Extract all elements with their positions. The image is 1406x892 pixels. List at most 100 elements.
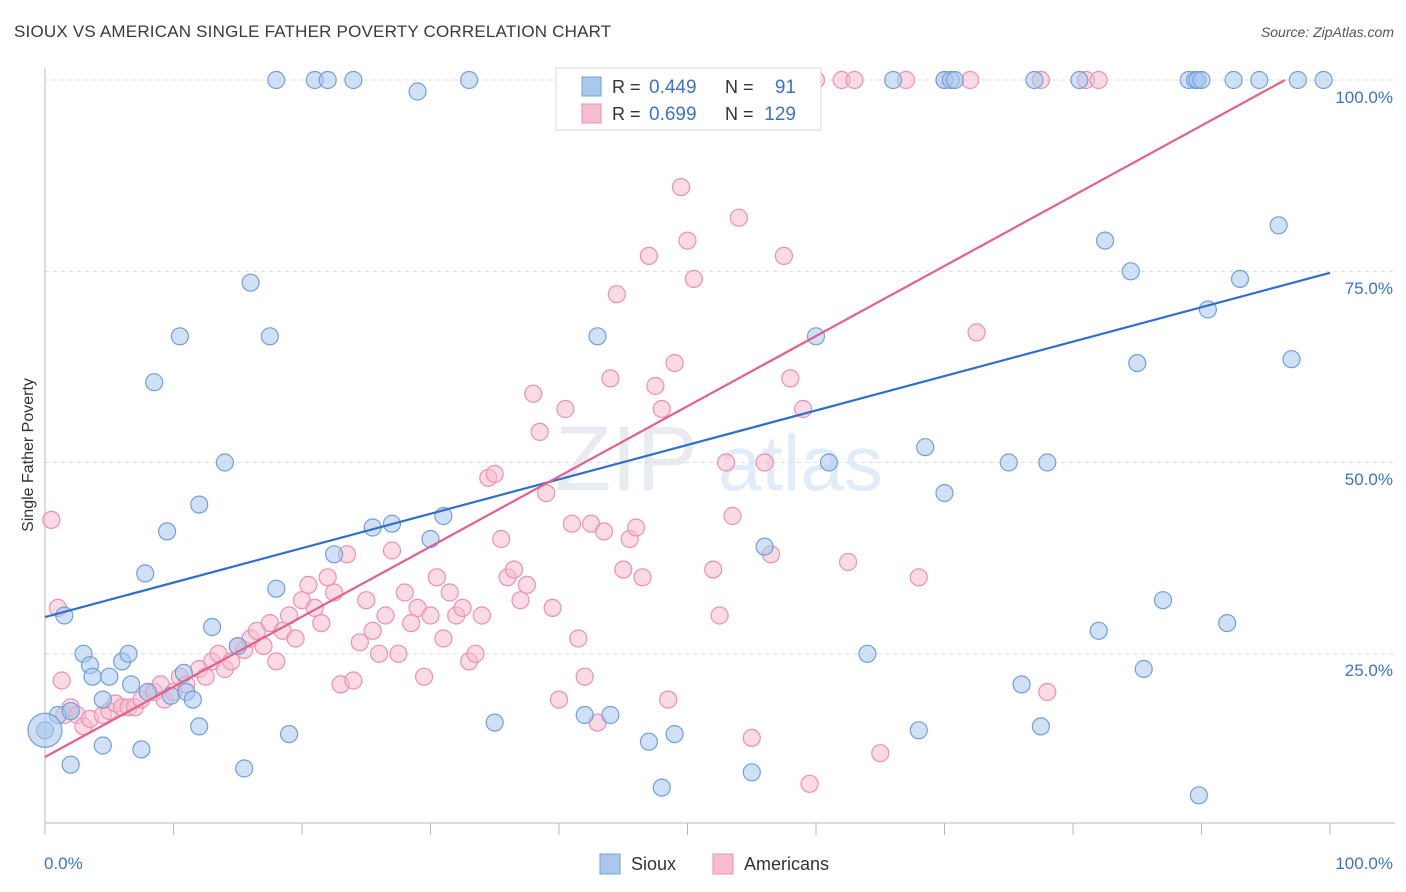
- americans-point: [607, 285, 626, 304]
- sioux-point: [1230, 269, 1250, 288]
- americans-point: [614, 560, 633, 579]
- americans-point: [312, 613, 331, 633]
- sioux-point: [1121, 262, 1140, 281]
- sioux-point: [1218, 613, 1237, 633]
- americans-point: [909, 568, 928, 587]
- sioux-point: [1025, 70, 1044, 90]
- americans-point: [42, 510, 61, 530]
- americans-point: [524, 384, 543, 403]
- sioux-point: [652, 778, 671, 797]
- americans-point: [427, 568, 446, 587]
- sioux-point: [267, 70, 286, 90]
- americans-points: [42, 70, 1108, 793]
- americans-point: [678, 231, 697, 250]
- sioux-point: [325, 545, 344, 564]
- sioux-point: [260, 327, 279, 346]
- americans-point: [511, 591, 530, 610]
- americans-point: [569, 629, 588, 648]
- americans-point: [440, 583, 459, 602]
- americans-point: [716, 453, 736, 472]
- americans-point: [659, 690, 678, 709]
- sioux-point: [1153, 591, 1173, 610]
- americans-point: [1089, 70, 1108, 90]
- americans-point: [376, 606, 395, 625]
- americans-point: [871, 744, 890, 763]
- americans-point: [530, 422, 549, 441]
- sioux-point: [1128, 354, 1147, 373]
- legend-americans-n-value: 129: [764, 104, 796, 125]
- sioux-point: [1095, 231, 1115, 250]
- americans-point: [601, 369, 620, 388]
- americans-point: [549, 690, 569, 709]
- legend-sioux-r-label: R =: [612, 77, 641, 97]
- sioux-point: [421, 529, 440, 549]
- sioux-points: [27, 70, 1333, 805]
- americans-point: [415, 667, 434, 686]
- sioux-point: [1070, 70, 1089, 90]
- americans-point: [52, 671, 71, 690]
- sioux-point: [460, 70, 479, 90]
- sioux-point: [639, 732, 659, 751]
- sioux-point: [183, 690, 202, 709]
- x-tick-label-100: 100.0%: [1335, 854, 1393, 873]
- sioux-point: [83, 667, 102, 686]
- sioux-point: [280, 724, 299, 744]
- americans-point: [504, 560, 524, 579]
- legend-bottom-sioux-label: Sioux: [631, 854, 676, 874]
- sioux-point: [1192, 70, 1211, 90]
- sioux-point: [1038, 453, 1057, 472]
- sioux-point: [203, 617, 222, 637]
- sioux-point: [742, 763, 761, 782]
- x-axis-ticks: [44, 823, 1331, 835]
- sioux-point: [170, 327, 189, 346]
- legend-sioux-n-value: 91: [775, 77, 796, 98]
- americans-point: [961, 70, 980, 90]
- americans-point: [382, 541, 402, 560]
- americans-point: [967, 323, 986, 342]
- sioux-point: [1189, 786, 1209, 805]
- sioux-point: [588, 327, 607, 346]
- y-tick-label-25: 25.0%: [1345, 661, 1393, 680]
- sioux-point: [267, 579, 286, 598]
- sioux-point: [1031, 717, 1051, 736]
- americans-point: [671, 178, 691, 197]
- x-tick-label-0: 0.0%: [44, 854, 83, 873]
- americans-point: [267, 652, 286, 671]
- sioux-point: [665, 724, 684, 744]
- sioux-point: [100, 667, 119, 686]
- sioux-point: [235, 759, 254, 778]
- americans-point: [543, 598, 562, 618]
- sioux-point: [1314, 70, 1333, 90]
- americans-point: [710, 606, 729, 625]
- sioux-point: [241, 273, 260, 292]
- americans-point: [286, 629, 305, 648]
- legend-bottom-americans-label: Americans: [744, 854, 829, 874]
- americans-point: [838, 552, 858, 572]
- sioux-point: [883, 70, 903, 90]
- americans-point: [652, 399, 671, 419]
- legend-bottom-sioux-swatch: [599, 853, 621, 875]
- legend-top: R = 0.449 N = 91 R = 0.699 N = 129: [555, 67, 822, 131]
- legend-bottom-americans-swatch: [712, 853, 734, 875]
- americans-point: [485, 464, 504, 484]
- legend-americans-r-value: 0.699: [649, 104, 697, 125]
- legend-americans-r-label: R =: [612, 104, 641, 124]
- sioux-point: [408, 82, 427, 101]
- americans-point: [729, 208, 749, 227]
- sioux-point: [136, 564, 155, 583]
- sioux-cluster-point: [27, 712, 63, 748]
- americans-point: [1038, 682, 1057, 702]
- sioux-point: [916, 438, 935, 457]
- americans-point: [517, 575, 537, 595]
- sioux-point: [999, 453, 1018, 472]
- americans-point: [466, 644, 485, 663]
- americans-point: [492, 529, 511, 549]
- americans-point: [402, 613, 421, 633]
- watermark-zip: ZIP: [555, 408, 698, 510]
- sioux-point: [190, 717, 209, 736]
- americans-point: [556, 399, 575, 419]
- sioux-point: [1269, 216, 1288, 235]
- sioux-point: [215, 453, 234, 472]
- legend-americans-swatch: [581, 103, 602, 124]
- americans-point: [363, 621, 382, 640]
